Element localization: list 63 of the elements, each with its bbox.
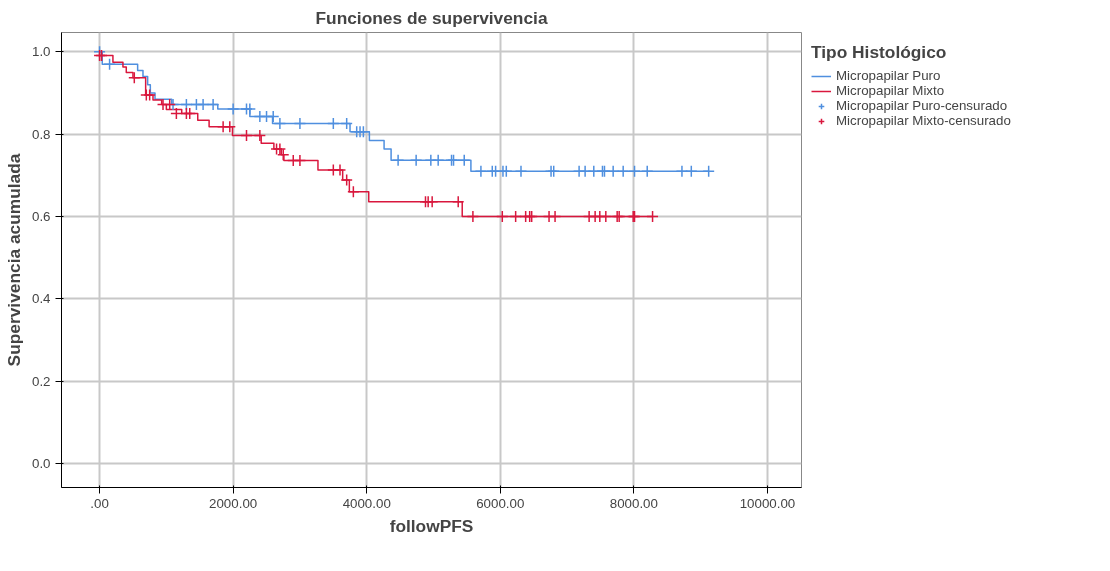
point xyxy=(253,129,267,142)
y-tick-label: 1.0 xyxy=(31,44,51,60)
point xyxy=(685,165,698,178)
point xyxy=(628,165,641,178)
point xyxy=(431,153,445,167)
x-tick-label: 10000.00 xyxy=(739,495,796,511)
point xyxy=(340,117,353,130)
chart-title: Funciones de supervivencia xyxy=(315,7,548,28)
point xyxy=(409,153,423,167)
point xyxy=(240,129,253,142)
point xyxy=(243,102,257,116)
point xyxy=(273,142,287,156)
point xyxy=(474,165,488,178)
y-tick-label: 0.4 xyxy=(31,291,52,307)
point xyxy=(357,125,370,138)
x-tick-label: .00 xyxy=(90,495,109,511)
point xyxy=(293,154,307,167)
x-tick-label: 2000.00 xyxy=(209,495,258,511)
point xyxy=(103,57,116,71)
point xyxy=(327,117,340,130)
point xyxy=(206,98,220,111)
point xyxy=(226,102,240,116)
y-tick-label: 0.6 xyxy=(31,209,51,225)
legend-title: Tipo Histológico xyxy=(811,42,948,63)
x-tick-label: 6000.00 xyxy=(476,495,525,511)
point xyxy=(457,153,471,167)
point xyxy=(128,71,141,85)
point xyxy=(273,117,287,130)
point xyxy=(170,107,183,120)
point xyxy=(606,165,620,178)
point xyxy=(223,120,237,134)
y-axis-title: Supervivencia acumulada xyxy=(3,153,24,367)
legend-label: Micropapilar Mixto xyxy=(836,83,945,98)
point xyxy=(266,110,280,123)
point xyxy=(599,210,613,223)
point xyxy=(702,165,715,178)
x-tick-label: 4000.00 xyxy=(342,495,391,511)
point xyxy=(616,165,630,178)
legend-label: Micropapilar Puro xyxy=(836,68,941,83)
legend-label: Micropapilar Mixto-censurado xyxy=(836,113,1011,128)
point xyxy=(675,165,689,178)
y-tick-label: 0.0 xyxy=(31,456,51,472)
point xyxy=(466,210,480,223)
point xyxy=(333,163,347,177)
point xyxy=(514,165,528,178)
point xyxy=(646,210,659,223)
point xyxy=(496,210,509,223)
point xyxy=(340,173,353,187)
point xyxy=(391,153,405,167)
point xyxy=(548,210,562,223)
point xyxy=(293,117,307,130)
x-axis-title: followPFS xyxy=(389,515,474,536)
y-tick-label: 0.8 xyxy=(31,126,51,142)
legend-label: Micropapilar Puro-censurado xyxy=(836,98,1008,113)
point xyxy=(347,185,360,199)
y-tick-label: 0.2 xyxy=(31,373,51,389)
point xyxy=(196,98,210,111)
point xyxy=(276,148,290,162)
point xyxy=(451,195,465,208)
point xyxy=(509,210,522,223)
point xyxy=(640,165,654,178)
point xyxy=(500,165,513,178)
x-tick-label: 8000.00 xyxy=(609,495,658,511)
